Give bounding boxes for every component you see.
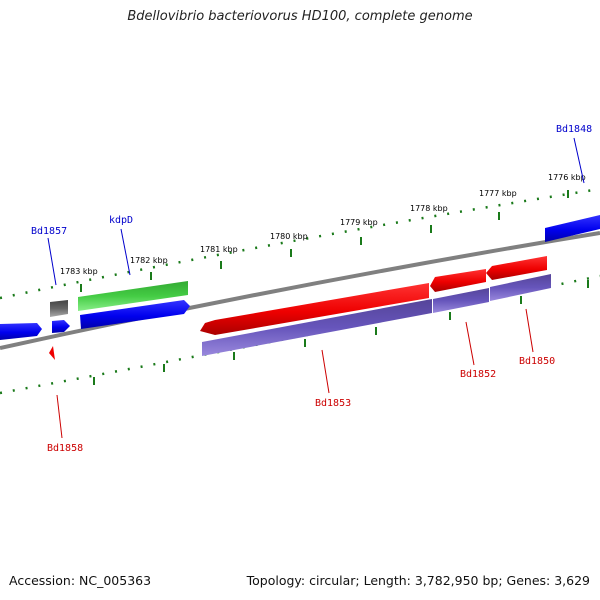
major-ticks-outer: [80, 190, 569, 292]
gene-arrow-reverse: [200, 283, 429, 335]
tick-label: 1780 kbp: [270, 232, 308, 241]
tick-label: 1778 kbp: [410, 204, 448, 213]
gene-label: Bd1850: [519, 356, 555, 367]
tick-label: 1777 kbp: [479, 189, 517, 198]
gene-label: Bd1857: [31, 226, 67, 237]
tick-label: 1782 kbp: [130, 256, 168, 265]
accession-text: Accession: NC_005363: [9, 573, 152, 588]
genome-backbone: [0, 231, 600, 350]
tick-label: 1781 kbp: [200, 245, 238, 254]
gene-arrow-reverse-small: [49, 346, 55, 360]
gene-block-purple: [202, 299, 432, 356]
tick-label: 1776 kbp: [548, 173, 586, 182]
map-title: Bdellovibrio bacteriovorus HD100, comple…: [127, 9, 473, 24]
gene-block-purple: [490, 274, 551, 301]
gene-arrow-forward: [52, 320, 70, 333]
tick-label: 1779 kbp: [340, 218, 378, 227]
gene-block-purple: [433, 288, 489, 313]
gene-label: Bd1858: [47, 443, 83, 454]
topology-text: Topology: circular; Length: 3,782,950 bp…: [246, 573, 590, 588]
major-ticks-inner: [93, 280, 589, 385]
gene-arrow-forward: [80, 300, 190, 329]
label-leaders: [47, 137, 585, 439]
gene-arrow-reverse: [430, 269, 486, 292]
outer-tick-track: [0, 187, 600, 300]
tick-label: 1783 kbp: [60, 267, 98, 276]
gene-block-green: [78, 281, 188, 311]
gene-label: Bd1852: [460, 369, 496, 380]
gene-label: kdpD: [109, 215, 133, 226]
gene-label: Bd1853: [315, 398, 351, 409]
gene-label: Bd1848: [556, 124, 592, 135]
gene-arrow-reverse: [486, 256, 547, 280]
gene-block-gray: [50, 300, 68, 317]
gene-arrow-forward: [0, 323, 42, 340]
gene-arrow-forward: [545, 215, 600, 242]
